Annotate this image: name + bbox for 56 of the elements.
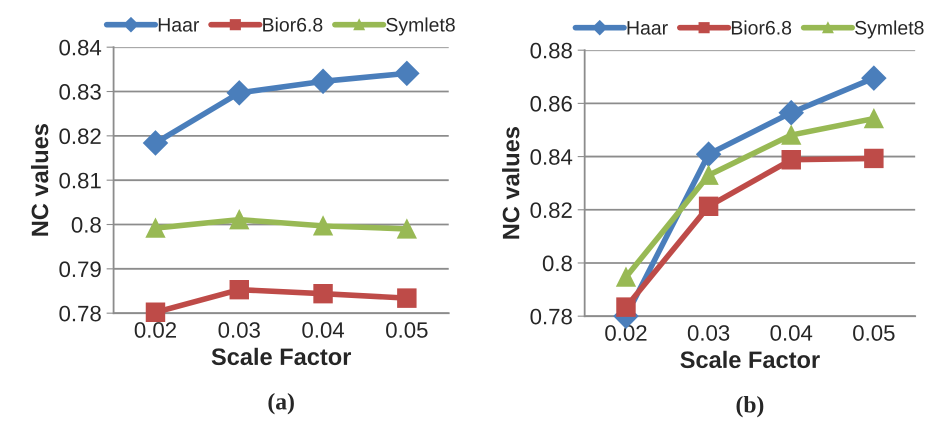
x-tick-label: 0.03 [688, 325, 730, 341]
point [616, 297, 636, 317]
point [782, 150, 801, 170]
point [310, 68, 336, 94]
x-tick-label: 0.05 [386, 322, 428, 338]
point [313, 216, 333, 236]
point [146, 302, 166, 322]
legend-label: Bior6.8 [732, 20, 792, 35]
point [397, 288, 417, 308]
x-tick-label: 0.04 [302, 322, 344, 338]
y-tick-label: 0.78 [59, 306, 101, 322]
point [230, 280, 249, 300]
point [397, 219, 417, 239]
point [778, 100, 804, 126]
y-tick-label: 0.8 [542, 256, 572, 272]
y-tick-label: 0.78 [530, 308, 572, 324]
point [394, 60, 420, 86]
point [616, 267, 636, 287]
point [696, 142, 722, 167]
point [146, 218, 166, 238]
point [782, 125, 801, 145]
y-tick-label: 0.84 [530, 149, 572, 165]
y-tick-label: 0.88 [530, 42, 572, 58]
x-tick-label: 0.05 [853, 325, 895, 341]
x-tick-label: 0.02 [605, 325, 646, 341]
text: (b) [736, 396, 764, 418]
y-tick-label: 0.81 [59, 172, 101, 188]
point [142, 130, 168, 156]
y-axis-title: NC values [502, 127, 520, 239]
legend-label: Haar [158, 18, 200, 32]
y-tick-label: 0.82 [59, 128, 101, 144]
y-tick-label: 0.82 [530, 202, 572, 218]
legend-label: Bior6.8 [263, 17, 322, 32]
y-tick-label: 0.83 [59, 84, 101, 100]
x-tick-label: 0.03 [218, 322, 260, 338]
legend-label: Symlet8 [855, 20, 924, 39]
point [313, 284, 333, 304]
y-tick-label: 0.79 [59, 261, 101, 278]
y-tick-label: 0.84 [59, 40, 102, 56]
point [861, 66, 886, 91]
point [864, 148, 884, 168]
x-tick-label: 0.04 [770, 325, 812, 341]
x-tick-label: 0.02 [134, 322, 176, 338]
point [226, 80, 252, 106]
point [864, 108, 884, 128]
y-tick-label: 0.8 [72, 217, 101, 233]
y-axis-title: NC values [30, 124, 48, 236]
legend-label: Haar [628, 21, 668, 35]
legend-label: Symlet8 [386, 17, 455, 36]
point [698, 196, 718, 216]
y-tick-label: 0.86 [530, 96, 572, 112]
x-axis-title: Scale Factor [212, 348, 352, 366]
point [698, 165, 718, 185]
text: (a) [268, 392, 294, 414]
x-axis-title: Scale Factor [680, 350, 820, 368]
point [230, 210, 249, 230]
